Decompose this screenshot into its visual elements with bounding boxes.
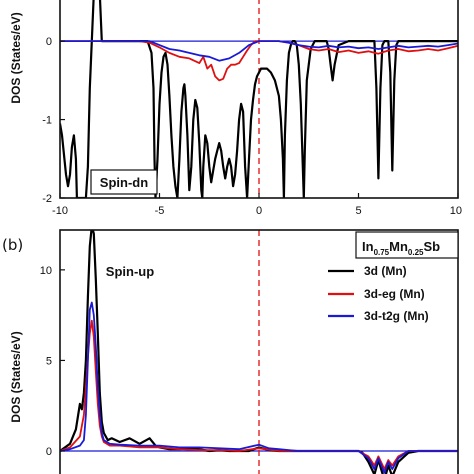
spin-dn-label-box xyxy=(90,169,158,195)
legend-label-3d-t2g: 3d-t2g (Mn) xyxy=(364,309,429,323)
panel-b-ytick-label-1: 5 xyxy=(46,355,52,367)
title-sb: Sb xyxy=(424,239,441,254)
panel-a: 0 -1 -2-10 -5 0 5 10 DOS (States/eV) Spin-dn xyxy=(9,0,462,217)
legend: 3d (Mn) 3d-eg (Mn) 3d-t2g (Mn) xyxy=(328,264,429,323)
panel-a-ytick-label-0: 0 xyxy=(46,36,52,48)
panel-b-ytick-label-0: 0 xyxy=(46,446,52,458)
compound-title-box xyxy=(355,231,459,259)
panel-b-series-2 xyxy=(60,301,458,474)
panel-b-frame xyxy=(59,229,459,474)
title-in: In xyxy=(362,239,374,254)
panel-a-xtick-label-0: -10 xyxy=(52,205,68,217)
panel-a-series-2 xyxy=(60,40,458,62)
panel-a-ytick-label-2: -2 xyxy=(42,193,52,205)
title-mn-sub: 0.25 xyxy=(408,248,424,257)
panel-b-label: (b) xyxy=(2,236,23,254)
spin-up-label: Spin-up xyxy=(106,264,154,279)
panel-a-xtick-label-4: 10 xyxy=(450,205,462,217)
panel-b-plot-area xyxy=(60,230,458,474)
legend-label-3d-eg: 3d-eg (Mn) xyxy=(364,287,425,301)
spin-dn-label: Spin-dn xyxy=(100,175,148,190)
panel-b-ticks: 0 5 10 xyxy=(40,265,65,458)
panel-a-ticks: 0 -1 -2-10 -5 0 5 10 xyxy=(42,36,462,217)
panel-b-ytick-label-2: 10 xyxy=(40,265,52,277)
title-in-sub: 0.75 xyxy=(374,248,390,257)
panel-a-series-1 xyxy=(60,40,458,82)
title-mn: Mn xyxy=(389,239,408,254)
panel-b: (b) 0 5 10 DOS (States/eV) Spin-up In0.75M… xyxy=(2,229,459,474)
legend-label-3d: 3d (Mn) xyxy=(364,264,407,278)
panel-a-xtick-label-2: 0 xyxy=(256,205,262,217)
panel-b-ylabel: DOS (States/eV) xyxy=(9,331,23,422)
panel-a-xtick-label-3: 5 xyxy=(355,205,361,217)
panel-b-fermi-group xyxy=(60,230,458,474)
panel-a-plot-area xyxy=(60,0,458,198)
panel-a-fermi-group xyxy=(60,0,458,198)
panel-a-ytick-label-1: -1 xyxy=(42,115,52,127)
compound-title: In0.75Mn0.25Sb xyxy=(362,239,440,257)
panel-a-ylabel: DOS (States/eV) xyxy=(9,12,23,103)
panel-a-xtick-label-1: -5 xyxy=(155,205,165,217)
